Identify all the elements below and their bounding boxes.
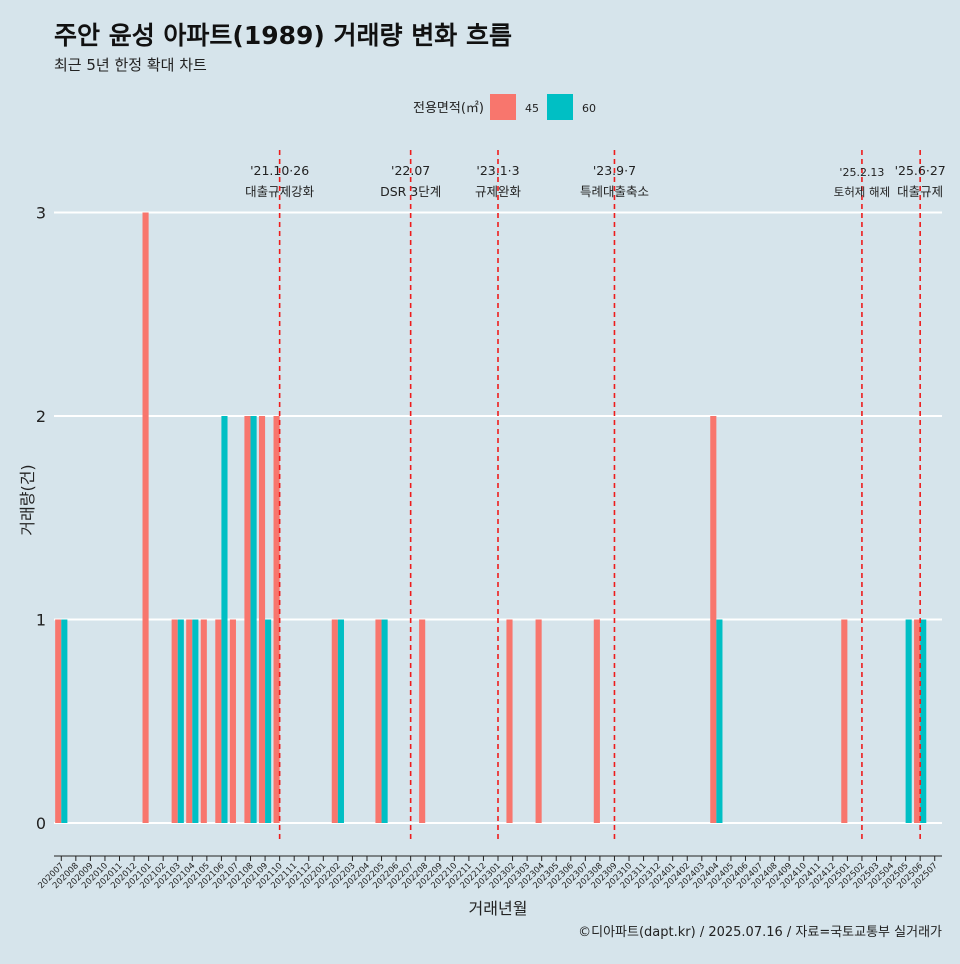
bar-45-202302 bbox=[506, 619, 513, 823]
bar-45-202208 bbox=[419, 619, 426, 823]
legend-label-60: 60 bbox=[582, 102, 596, 115]
bar-60-202106 bbox=[221, 416, 228, 823]
bar-45-202106 bbox=[215, 619, 222, 823]
chart-subtitle: 최근 5년 한정 확대 차트 bbox=[54, 56, 207, 74]
y-tick-label: 0 bbox=[36, 814, 46, 833]
event-name-label: DSR 3단계 bbox=[380, 184, 441, 199]
event-date-label: '25.2.13 bbox=[839, 166, 884, 179]
event-name-label: 특례대출축소 bbox=[580, 184, 649, 199]
bar-60-202505 bbox=[905, 619, 912, 823]
bar-45-202110 bbox=[273, 416, 280, 823]
y-tick-label: 2 bbox=[36, 407, 46, 426]
chart-title: 주안 윤성 아파트(1989) 거래량 변화 흐름 bbox=[54, 21, 512, 50]
bar-60-202109 bbox=[265, 619, 272, 823]
event-lines: '21.10·26 대출규제강화 '22.07 DSR 3단계 '23.1·3 규제완화 '… bbox=[245, 150, 946, 842]
bar-45-202105 bbox=[200, 619, 207, 823]
y-axis-label: 거래량(건) bbox=[18, 464, 37, 535]
bar-60-202506 bbox=[920, 619, 927, 823]
bar-45-202107 bbox=[229, 619, 236, 823]
bar-45-202304 bbox=[535, 619, 542, 823]
event-name-label: 토허제 해제 bbox=[834, 185, 891, 199]
bar-45-202404 bbox=[710, 416, 717, 823]
event-name-label: 대출규제강화 bbox=[245, 184, 315, 199]
legend: 전용면적(㎡) 45 60 bbox=[413, 94, 596, 120]
legend-key-60 bbox=[547, 94, 573, 120]
bar-45-202108 bbox=[244, 416, 251, 823]
bar-45-202109 bbox=[258, 416, 266, 823]
y-tick-label: 3 bbox=[36, 204, 46, 223]
bars bbox=[55, 212, 927, 823]
y-axis: 0 1 2 3 bbox=[36, 204, 46, 834]
caption: ©디아파트(dapt.kr) / 2025.07.16 / 자료=국토교통부 실… bbox=[578, 925, 942, 940]
bar-45-202506 bbox=[914, 619, 921, 823]
legend-title: 전용면적(㎡) bbox=[413, 101, 484, 116]
bar-60-202108 bbox=[250, 416, 257, 823]
event-date-label: '22.07 bbox=[391, 163, 430, 178]
event-name-label: 규제완화 bbox=[475, 184, 522, 199]
legend-key-45 bbox=[490, 94, 516, 120]
bar-60-202202 bbox=[337, 619, 344, 823]
event-name-label: 대출규제 bbox=[897, 184, 943, 199]
event-date-label: '23.1·3 bbox=[476, 163, 519, 178]
x-axis-label: 거래년월 bbox=[469, 899, 528, 918]
bar-45-202101 bbox=[142, 212, 149, 823]
bar-60-202404 bbox=[716, 619, 723, 823]
bar-45-202205 bbox=[375, 619, 382, 823]
bar-45-202104 bbox=[186, 619, 193, 823]
bar-45-202308 bbox=[593, 619, 600, 823]
x-axis: 2020072020082020092020102020112020122021… bbox=[36, 855, 942, 891]
bar-45-202202 bbox=[331, 619, 338, 823]
bar-45-202501 bbox=[841, 619, 848, 823]
event-date-label: '21.10·26 bbox=[250, 163, 309, 178]
y-tick-label: 1 bbox=[36, 611, 46, 630]
bar-60-202104 bbox=[192, 619, 199, 823]
legend-label-45: 45 bbox=[525, 102, 539, 115]
bar-45-202103 bbox=[171, 619, 178, 823]
bar-60-202007 bbox=[61, 619, 68, 823]
bar-60-202103 bbox=[177, 619, 184, 823]
event-date-label: '25.6·27 bbox=[895, 163, 946, 178]
bar-60-202205 bbox=[381, 619, 388, 823]
bar-45-202007 bbox=[55, 619, 62, 823]
event-date-label: '23.9·7 bbox=[593, 163, 636, 178]
